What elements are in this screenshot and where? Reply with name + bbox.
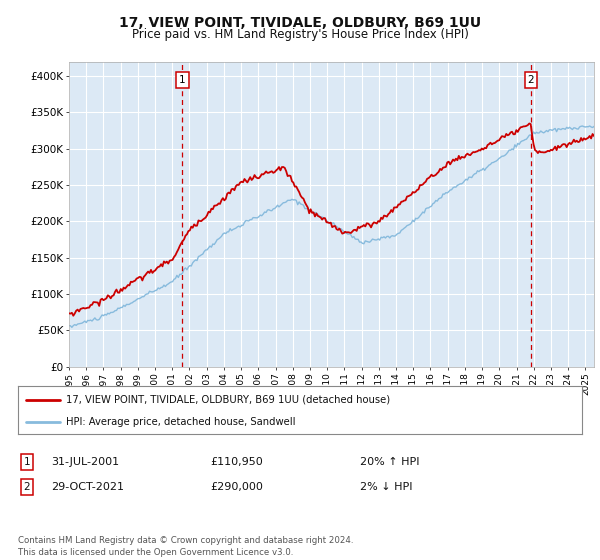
Text: 2: 2	[527, 75, 534, 85]
Text: 2: 2	[23, 482, 31, 492]
Text: £110,950: £110,950	[210, 457, 263, 467]
Text: 29-OCT-2021: 29-OCT-2021	[51, 482, 124, 492]
Text: HPI: Average price, detached house, Sandwell: HPI: Average price, detached house, Sand…	[66, 417, 295, 427]
Text: 2% ↓ HPI: 2% ↓ HPI	[360, 482, 413, 492]
Text: £290,000: £290,000	[210, 482, 263, 492]
Text: 17, VIEW POINT, TIVIDALE, OLDBURY, B69 1UU (detached house): 17, VIEW POINT, TIVIDALE, OLDBURY, B69 1…	[66, 395, 390, 405]
Text: Price paid vs. HM Land Registry's House Price Index (HPI): Price paid vs. HM Land Registry's House …	[131, 28, 469, 41]
Text: 20% ↑ HPI: 20% ↑ HPI	[360, 457, 419, 467]
Text: 17, VIEW POINT, TIVIDALE, OLDBURY, B69 1UU: 17, VIEW POINT, TIVIDALE, OLDBURY, B69 1…	[119, 16, 481, 30]
Text: Contains HM Land Registry data © Crown copyright and database right 2024.
This d: Contains HM Land Registry data © Crown c…	[18, 536, 353, 557]
Text: 1: 1	[23, 457, 31, 467]
Text: 31-JUL-2001: 31-JUL-2001	[51, 457, 119, 467]
Text: 1: 1	[179, 75, 185, 85]
